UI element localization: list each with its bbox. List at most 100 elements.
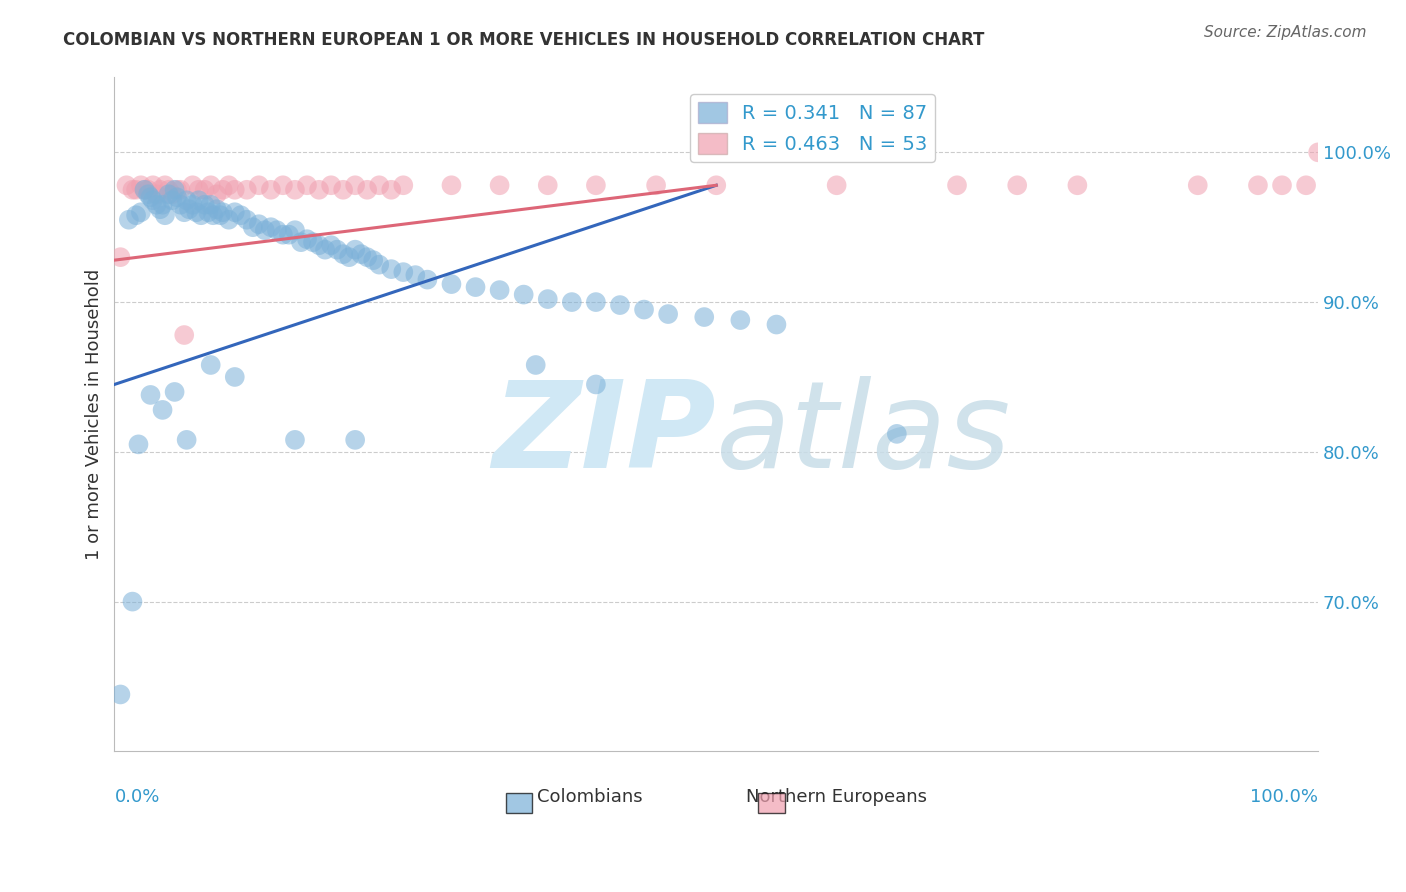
Point (218, 212, 240, 227)
Point (308, 238, 330, 252)
Point (295, 232, 318, 246)
Point (344, 433, 367, 447)
Point (356, 183, 378, 197)
Point (645, 178, 668, 193)
Point (200, 198, 222, 212)
Point (693, 310, 716, 324)
Point (121, 183, 143, 197)
Point (825, 178, 848, 193)
Point (585, 377, 607, 392)
Point (136, 187, 159, 202)
Point (284, 223, 307, 237)
Point (118, 212, 141, 227)
Point (380, 262, 402, 277)
Point (416, 272, 439, 286)
Point (145, 187, 167, 202)
Point (332, 247, 354, 261)
Point (205, 202, 228, 217)
Point (173, 205, 195, 219)
Point (125, 208, 148, 222)
Point (187, 193, 209, 207)
Point (1066, 178, 1088, 193)
Point (139, 190, 162, 204)
Point (946, 178, 969, 193)
Point (271, 178, 294, 193)
Point (284, 183, 307, 197)
Point (380, 183, 402, 197)
Text: atlas: atlas (716, 376, 1012, 493)
Point (585, 178, 607, 193)
Y-axis label: 1 or more Vehicles in Household: 1 or more Vehicles in Household (86, 268, 103, 560)
Point (561, 295, 583, 310)
Point (356, 250, 378, 264)
Text: ZIP: ZIP (492, 376, 716, 493)
Point (163, 384, 186, 399)
Point (886, 426, 908, 441)
Point (440, 277, 463, 292)
Point (145, 198, 167, 212)
Point (295, 178, 318, 193)
Point (152, 198, 174, 212)
Point (284, 433, 307, 447)
Point (260, 183, 283, 197)
Point (142, 178, 165, 193)
Point (177, 202, 200, 217)
Point (247, 178, 270, 193)
Point (524, 358, 547, 372)
Point (585, 295, 607, 310)
Point (173, 328, 195, 343)
Point (224, 183, 246, 197)
Text: 100.0%: 100.0% (1250, 789, 1319, 806)
Point (110, 250, 132, 264)
Point (314, 243, 336, 257)
Point (153, 208, 176, 222)
Point (211, 183, 233, 197)
Point (134, 183, 156, 197)
Point (368, 258, 391, 272)
Point (1247, 178, 1270, 193)
Point (194, 198, 217, 212)
Point (136, 183, 159, 197)
Point (197, 205, 219, 219)
Point (153, 178, 176, 193)
Point (266, 223, 288, 237)
Point (166, 183, 188, 197)
Point (169, 183, 191, 197)
Point (129, 178, 152, 193)
Point (537, 178, 560, 193)
Point (488, 283, 510, 297)
Point (609, 298, 631, 312)
Point (211, 205, 233, 219)
Point (121, 594, 143, 608)
Point (194, 183, 217, 197)
Point (1271, 178, 1294, 193)
Point (190, 208, 212, 222)
Point (308, 183, 330, 197)
Point (200, 358, 222, 372)
Point (157, 183, 180, 197)
Point (134, 183, 156, 197)
Point (229, 208, 252, 222)
Point (1295, 178, 1317, 193)
Point (278, 227, 301, 242)
Point (730, 313, 752, 327)
Point (344, 243, 367, 257)
Point (187, 183, 209, 197)
Point (319, 238, 342, 252)
Point (224, 370, 246, 384)
Point (149, 202, 172, 217)
Point (350, 247, 373, 261)
Text: Source: ZipAtlas.com: Source: ZipAtlas.com (1204, 25, 1367, 40)
Point (290, 235, 312, 250)
Point (512, 287, 534, 301)
Point (464, 280, 486, 294)
Point (633, 302, 655, 317)
Point (181, 198, 204, 212)
Legend: R = 0.341   N = 87, R = 0.463   N = 53: R = 0.341 N = 87, R = 0.463 N = 53 (690, 94, 935, 161)
Point (361, 253, 384, 268)
Point (404, 268, 426, 282)
Point (337, 250, 360, 264)
Point (260, 220, 283, 235)
Point (326, 243, 349, 257)
Point (1308, 145, 1330, 160)
